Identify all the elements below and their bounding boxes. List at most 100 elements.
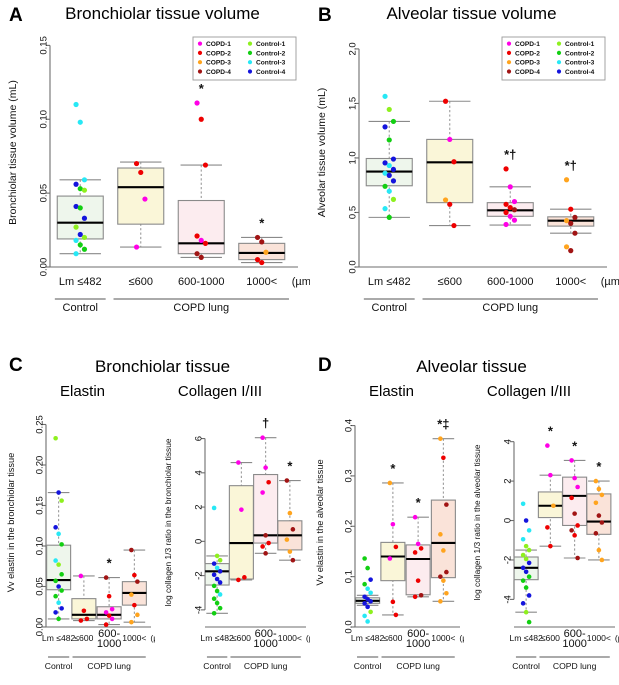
legend-label: Control-2 bbox=[565, 50, 595, 57]
data-point bbox=[563, 244, 570, 250]
data-point bbox=[77, 242, 83, 248]
data-point bbox=[217, 569, 223, 574]
data-point bbox=[56, 562, 61, 567]
data-point bbox=[386, 214, 392, 220]
data-point bbox=[572, 475, 577, 481]
data-point bbox=[507, 184, 513, 190]
significance-marker: *† bbox=[565, 158, 577, 173]
legend-label: COPD-4 bbox=[206, 69, 231, 76]
y-axis-label: Vv elastin in the alveolar tissue bbox=[315, 459, 325, 585]
data-point bbox=[441, 578, 446, 583]
data-point bbox=[202, 240, 209, 246]
y-tick-label: 0.25 bbox=[35, 415, 46, 434]
chart-b-svg: 0.0 0.5 1.0 1.5 2.0 Alveolar tissue volume (m… bbox=[316, 36, 619, 314]
data-point bbox=[415, 578, 421, 583]
data-point bbox=[106, 613, 112, 618]
chart-legend: COPD-1 COPD-2 COPD-3 COPD-4 Control-1 Control… bbox=[501, 36, 606, 81]
panel-d-subtitle-elastin: Elastin bbox=[368, 383, 415, 400]
significance-marker: * bbox=[287, 459, 293, 474]
data-point bbox=[520, 578, 526, 583]
data-point bbox=[290, 557, 296, 563]
data-point bbox=[194, 233, 200, 239]
legend-label: Control-2 bbox=[256, 50, 286, 57]
legend-swatch bbox=[247, 41, 253, 46]
data-point bbox=[211, 610, 217, 616]
y-tick-label: 0.10 bbox=[39, 110, 50, 128]
y-tick-label: 0.00 bbox=[35, 618, 46, 637]
data-point bbox=[412, 550, 418, 555]
data-point bbox=[236, 460, 241, 465]
data-point bbox=[142, 196, 148, 202]
legend-swatch bbox=[506, 41, 512, 46]
significance-marker: * bbox=[596, 459, 602, 474]
data-point bbox=[447, 136, 453, 143]
data-point bbox=[56, 600, 61, 605]
y-tick-label: -4 bbox=[503, 595, 514, 603]
x-unit-label: (µm) bbox=[306, 633, 310, 643]
data-point bbox=[572, 533, 577, 538]
panel-a-plot: 0.00 0.05 0.10 0.15 Bronchiolar tissue volum… bbox=[0, 24, 310, 329]
data-point bbox=[599, 557, 605, 563]
data-point bbox=[214, 565, 220, 571]
data-point bbox=[53, 610, 58, 615]
x-category-label: ≤600 bbox=[383, 633, 402, 643]
significance-marker: *† bbox=[504, 147, 516, 162]
legend-label: COPD-3 bbox=[206, 60, 231, 67]
data-point bbox=[73, 224, 79, 230]
data-point bbox=[441, 455, 446, 461]
x-category-label: ≤600 bbox=[438, 276, 462, 288]
x-unit-label: (µm) bbox=[150, 633, 155, 643]
data-point bbox=[520, 501, 526, 507]
data-point bbox=[444, 569, 449, 575]
data-point bbox=[78, 618, 84, 623]
data-point bbox=[254, 257, 261, 263]
box-plot-1 bbox=[228, 461, 254, 581]
significance-marker: * bbox=[572, 438, 578, 453]
x-category-label: ≤600 bbox=[129, 276, 153, 288]
x-category-label: Lm ≤482 bbox=[368, 276, 411, 288]
data-point bbox=[551, 503, 556, 509]
panel-d-title: Alveolar tissue bbox=[416, 357, 527, 376]
data-point bbox=[390, 196, 397, 202]
x-unit-label: (µm) bbox=[292, 276, 310, 288]
data-point bbox=[390, 599, 396, 605]
data-point bbox=[263, 249, 269, 255]
x-category-label: 600- bbox=[98, 628, 120, 640]
legend-label: COPD-3 bbox=[515, 60, 540, 67]
data-point bbox=[526, 547, 532, 553]
legend-label: Control-4 bbox=[256, 69, 286, 76]
panel-d-elastin-plot: 0.0 0.1 0.2 0.3 0.4 Vv elastin in the alveola… bbox=[309, 406, 464, 685]
significance-marker: * bbox=[107, 556, 113, 571]
data-point bbox=[259, 259, 265, 266]
legend-swatch bbox=[197, 69, 203, 74]
data-point bbox=[503, 201, 509, 207]
y-tick-label: 0.15 bbox=[39, 36, 50, 55]
data-point bbox=[596, 513, 602, 518]
data-point bbox=[133, 160, 140, 167]
data-point bbox=[390, 118, 397, 125]
data-point bbox=[523, 569, 529, 575]
data-point bbox=[568, 220, 574, 226]
data-point bbox=[545, 525, 550, 530]
y-axis-label: Alveolar tissue volume (mL) bbox=[316, 88, 328, 218]
data-point bbox=[129, 592, 134, 597]
data-point bbox=[211, 572, 217, 578]
data-point bbox=[129, 619, 134, 625]
data-point bbox=[438, 574, 443, 579]
x-group-label: Control bbox=[512, 661, 540, 671]
data-point bbox=[56, 616, 61, 622]
data-point bbox=[393, 612, 399, 618]
legend-swatch bbox=[556, 60, 562, 65]
x-unit-label: (µm) bbox=[601, 276, 619, 288]
y-tick-label: 0.15 bbox=[35, 496, 46, 515]
data-point bbox=[53, 435, 58, 441]
significance-marker: * bbox=[259, 215, 265, 230]
y-tick-label: 0.10 bbox=[35, 537, 46, 556]
data-point bbox=[523, 518, 529, 523]
y-tick-label: 0.3 bbox=[344, 469, 355, 482]
data-point bbox=[568, 248, 574, 254]
legend-swatch bbox=[556, 41, 562, 46]
x-unit-label: (µm) bbox=[459, 633, 464, 643]
data-point bbox=[368, 609, 373, 615]
data-point bbox=[81, 608, 87, 614]
